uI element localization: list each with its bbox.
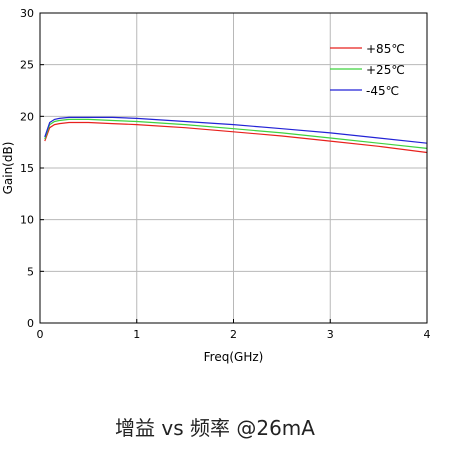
y-tick-label: 25 [20,59,34,72]
series-line-2 [44,118,428,149]
series-line-3 [44,116,428,144]
x-tick-label: 1 [133,328,140,341]
series-line-1 [44,121,428,154]
y-tick-label: 0 [27,317,34,330]
x-axis-title: Freq(GHz) [204,350,264,364]
series-lines [44,116,428,154]
legend-label: +25℃ [366,63,405,77]
y-tick-label: 5 [27,265,34,278]
figure-caption: 增益 vs 频率 @26mA [115,416,315,440]
legend: +85℃ +25℃ -45℃ [330,42,405,98]
axis-ticks: 0 1 2 3 4 0 5 10 15 20 25 30 [20,7,431,341]
y-tick-label: 10 [20,214,34,227]
y-axis-title: Gain(dB) [1,142,15,195]
gain-vs-frequency-chart: 0 1 2 3 4 0 5 10 15 20 25 30 Freq(GHz) Gain(dB) +85… [1,7,431,364]
legend-label: -45℃ [366,84,399,98]
grid-lines [40,13,427,323]
y-tick-label: 30 [20,7,34,20]
y-tick-label: 20 [20,110,34,123]
x-tick-label: 0 [37,328,44,341]
y-tick-label: 15 [20,162,34,175]
legend-label: +85℃ [366,42,405,56]
x-tick-label: 3 [327,328,334,341]
x-tick-label: 2 [230,328,237,341]
x-tick-label: 4 [424,328,431,341]
